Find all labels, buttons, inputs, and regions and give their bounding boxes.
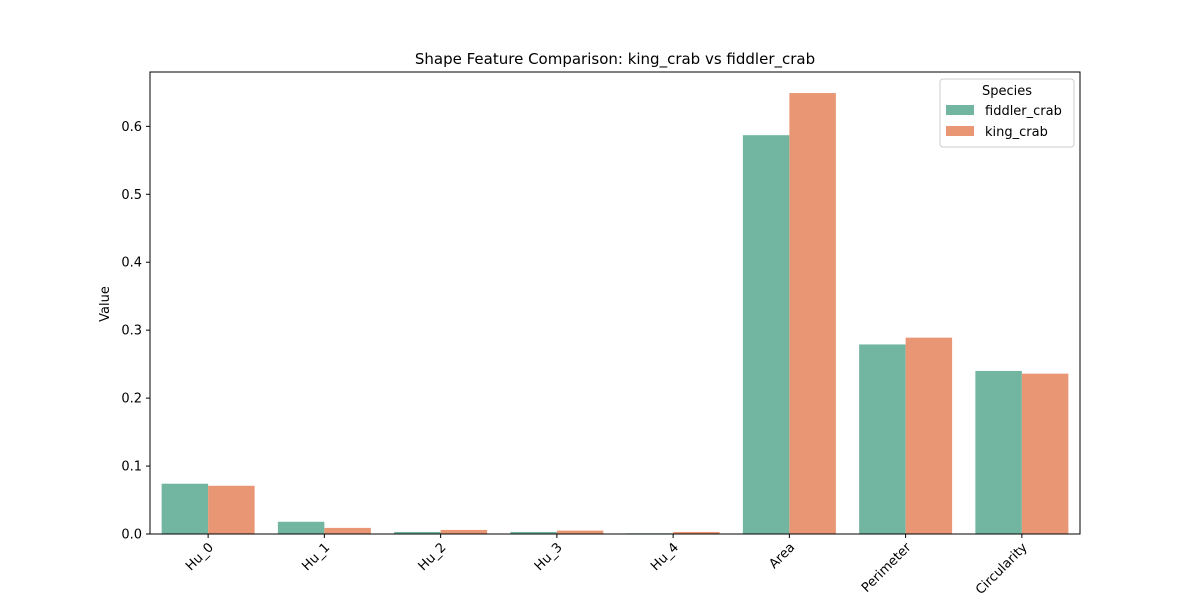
y-axis-label: Value: [98, 286, 113, 322]
bar-fiddler_crab-Hu_0: [161, 483, 209, 534]
y-axis: 0.0 0.1 0.2 0.3 0.4 0.5 0.6: [121, 120, 150, 543]
x-axis: Hu_0 Hu_1 Hu_2 Hu_3 Hu_4 Area Perimeter Circula…: [183, 534, 1031, 598]
bar-fiddler_crab-Perimeter: [859, 344, 906, 534]
y-tick-label: 0.6: [121, 120, 142, 135]
chart-title: Shape Feature Comparison: king_crab vs f…: [415, 50, 815, 69]
bar-king_crab-Hu_2: [440, 529, 488, 534]
x-tick-label: Hu_4: [648, 540, 682, 574]
legend-swatch-fiddler_crab: [946, 105, 974, 115]
bar-king_crab-Circularity: [1021, 373, 1069, 534]
legend-label-king_crab: king_crab: [985, 125, 1048, 140]
legend-swatch-king_crab: [946, 126, 974, 136]
bar-fiddler_crab-Hu_1: [277, 521, 325, 534]
bar-king_crab-Perimeter: [905, 337, 953, 534]
bar-king_crab-Hu_0: [208, 485, 255, 534]
bar-king_crab-Hu_1: [324, 527, 371, 534]
bar-king_crab-Hu_4: [673, 531, 720, 534]
x-tick-label: Hu_1: [299, 540, 333, 574]
legend-title: Species: [982, 84, 1032, 99]
bar-king_crab-Area: [789, 93, 836, 534]
x-tick-label: Perimeter: [859, 540, 915, 596]
legend-entries: fiddler_crab king_crab: [946, 104, 1062, 140]
bar-fiddler_crab-Hu_3: [510, 531, 557, 534]
bar-fiddler_crab-Circularity: [975, 370, 1022, 534]
x-tick-label: Hu_2: [416, 540, 450, 574]
y-tick-label: 0.5: [121, 188, 142, 203]
x-tick-label: Hu_3: [532, 540, 566, 574]
x-tick-label: Circularity: [973, 540, 1031, 598]
x-tick-label: Hu_0: [183, 540, 217, 574]
y-tick-label: 0.2: [121, 392, 142, 407]
y-tick-label: 0.0: [121, 528, 142, 543]
bar-fiddler_crab-Hu_2: [394, 531, 441, 534]
plot-frame: [149, 71, 1081, 535]
bar-fiddler_crab-Area: [742, 135, 790, 534]
y-tick-label: 0.1: [121, 460, 142, 475]
legend-label-fiddler_crab: fiddler_crab: [985, 104, 1062, 119]
bar-king_crab-Hu_3: [556, 530, 604, 534]
legend: Species fiddler_crab king_crab: [939, 78, 1075, 148]
y-tick-label: 0.3: [121, 324, 142, 339]
bars-group: [161, 93, 1069, 534]
x-tick-label: Area: [766, 540, 798, 572]
y-tick-label: 0.4: [121, 256, 142, 271]
